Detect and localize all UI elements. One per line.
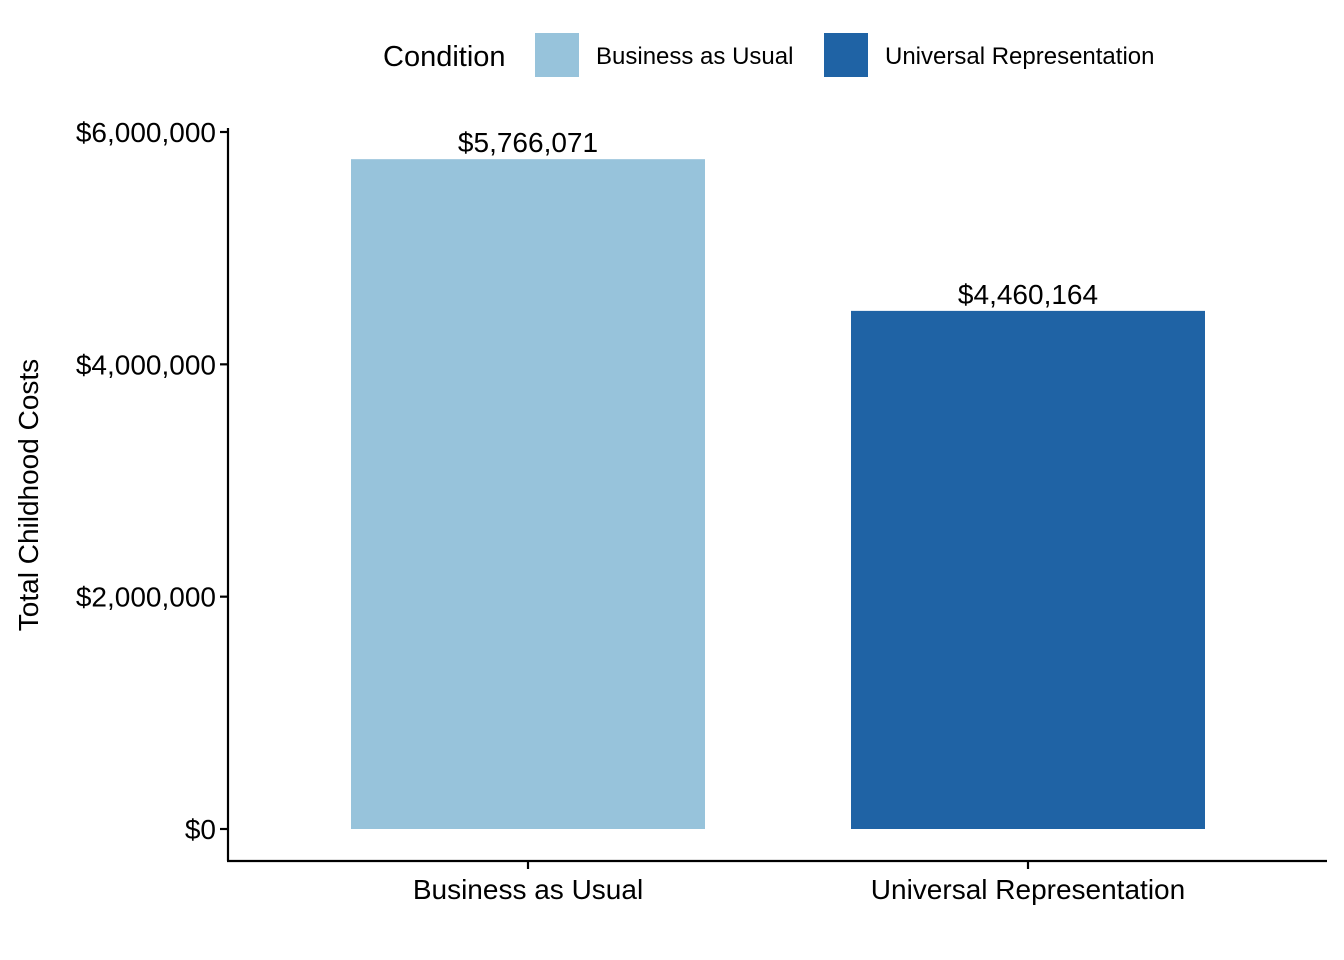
data-label: $5,766,071 (458, 127, 598, 158)
legend-label: Universal Representation (885, 43, 1154, 70)
bars-group (351, 159, 1205, 830)
legend-label: Business as Usual (596, 43, 793, 70)
data-labels-group: $5,766,071 $4,460,164 (458, 127, 1098, 310)
bar (851, 310, 1205, 829)
y-tick-label: $4,000,000 (76, 349, 216, 380)
y-ticks-group: $0 $2,000,000 $4,000,000 $6,000,000 (76, 117, 228, 845)
legend-title: Condition (383, 41, 506, 73)
legend: Condition Business as Usual Universal Rep… (383, 33, 1154, 77)
x-tick-label: Universal Representation (871, 874, 1185, 905)
x-ticks-group: Business as Usual Universal Representatio… (413, 861, 1185, 905)
y-tick-label: $0 (185, 814, 216, 845)
y-axis-title: Total Childhood Costs (13, 359, 44, 631)
axes-group (226, 128, 1327, 863)
legend-key (824, 33, 868, 77)
x-tick-label: Business as Usual (413, 874, 643, 905)
data-label: $4,460,164 (958, 279, 1098, 310)
y-tick-label: $2,000,000 (76, 582, 216, 613)
legend-key (535, 33, 579, 77)
bar (351, 159, 705, 830)
y-tick-label: $6,000,000 (76, 117, 216, 148)
